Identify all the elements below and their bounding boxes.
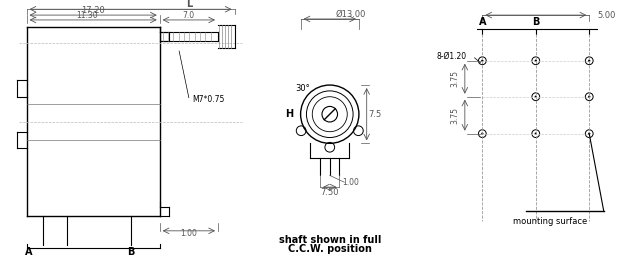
Text: 1.00: 1.00	[343, 178, 359, 187]
Text: Ø13.00: Ø13.00	[336, 10, 367, 19]
Circle shape	[534, 132, 537, 135]
Circle shape	[534, 60, 537, 62]
Circle shape	[588, 96, 590, 98]
Text: mounting surface: mounting surface	[513, 217, 588, 226]
Text: B: B	[127, 247, 134, 257]
Text: 3.75: 3.75	[451, 70, 460, 87]
Text: 5.00: 5.00	[597, 11, 616, 20]
Text: shaft shown in full: shaft shown in full	[278, 235, 381, 244]
Text: C.C.W. position: C.C.W. position	[288, 244, 372, 254]
Text: A: A	[25, 247, 32, 257]
Text: 8-Ø1.20: 8-Ø1.20	[436, 51, 466, 60]
Circle shape	[534, 96, 537, 98]
Text: 17.20: 17.20	[81, 6, 105, 15]
Text: B: B	[532, 17, 539, 27]
Text: 3.75: 3.75	[451, 107, 460, 124]
Circle shape	[481, 60, 484, 62]
Circle shape	[588, 60, 590, 62]
Text: H: H	[285, 109, 293, 119]
Text: 11.30: 11.30	[76, 11, 98, 20]
Text: 7.0: 7.0	[183, 11, 195, 20]
Circle shape	[588, 132, 590, 135]
Text: M7*0.75: M7*0.75	[192, 95, 224, 104]
Text: 1.00: 1.00	[181, 229, 197, 238]
Text: 7.50: 7.50	[320, 188, 339, 197]
Text: A: A	[478, 17, 486, 27]
Text: 30°: 30°	[295, 84, 310, 93]
Text: L: L	[186, 0, 192, 9]
Circle shape	[481, 132, 484, 135]
Text: 7.5: 7.5	[368, 110, 381, 119]
